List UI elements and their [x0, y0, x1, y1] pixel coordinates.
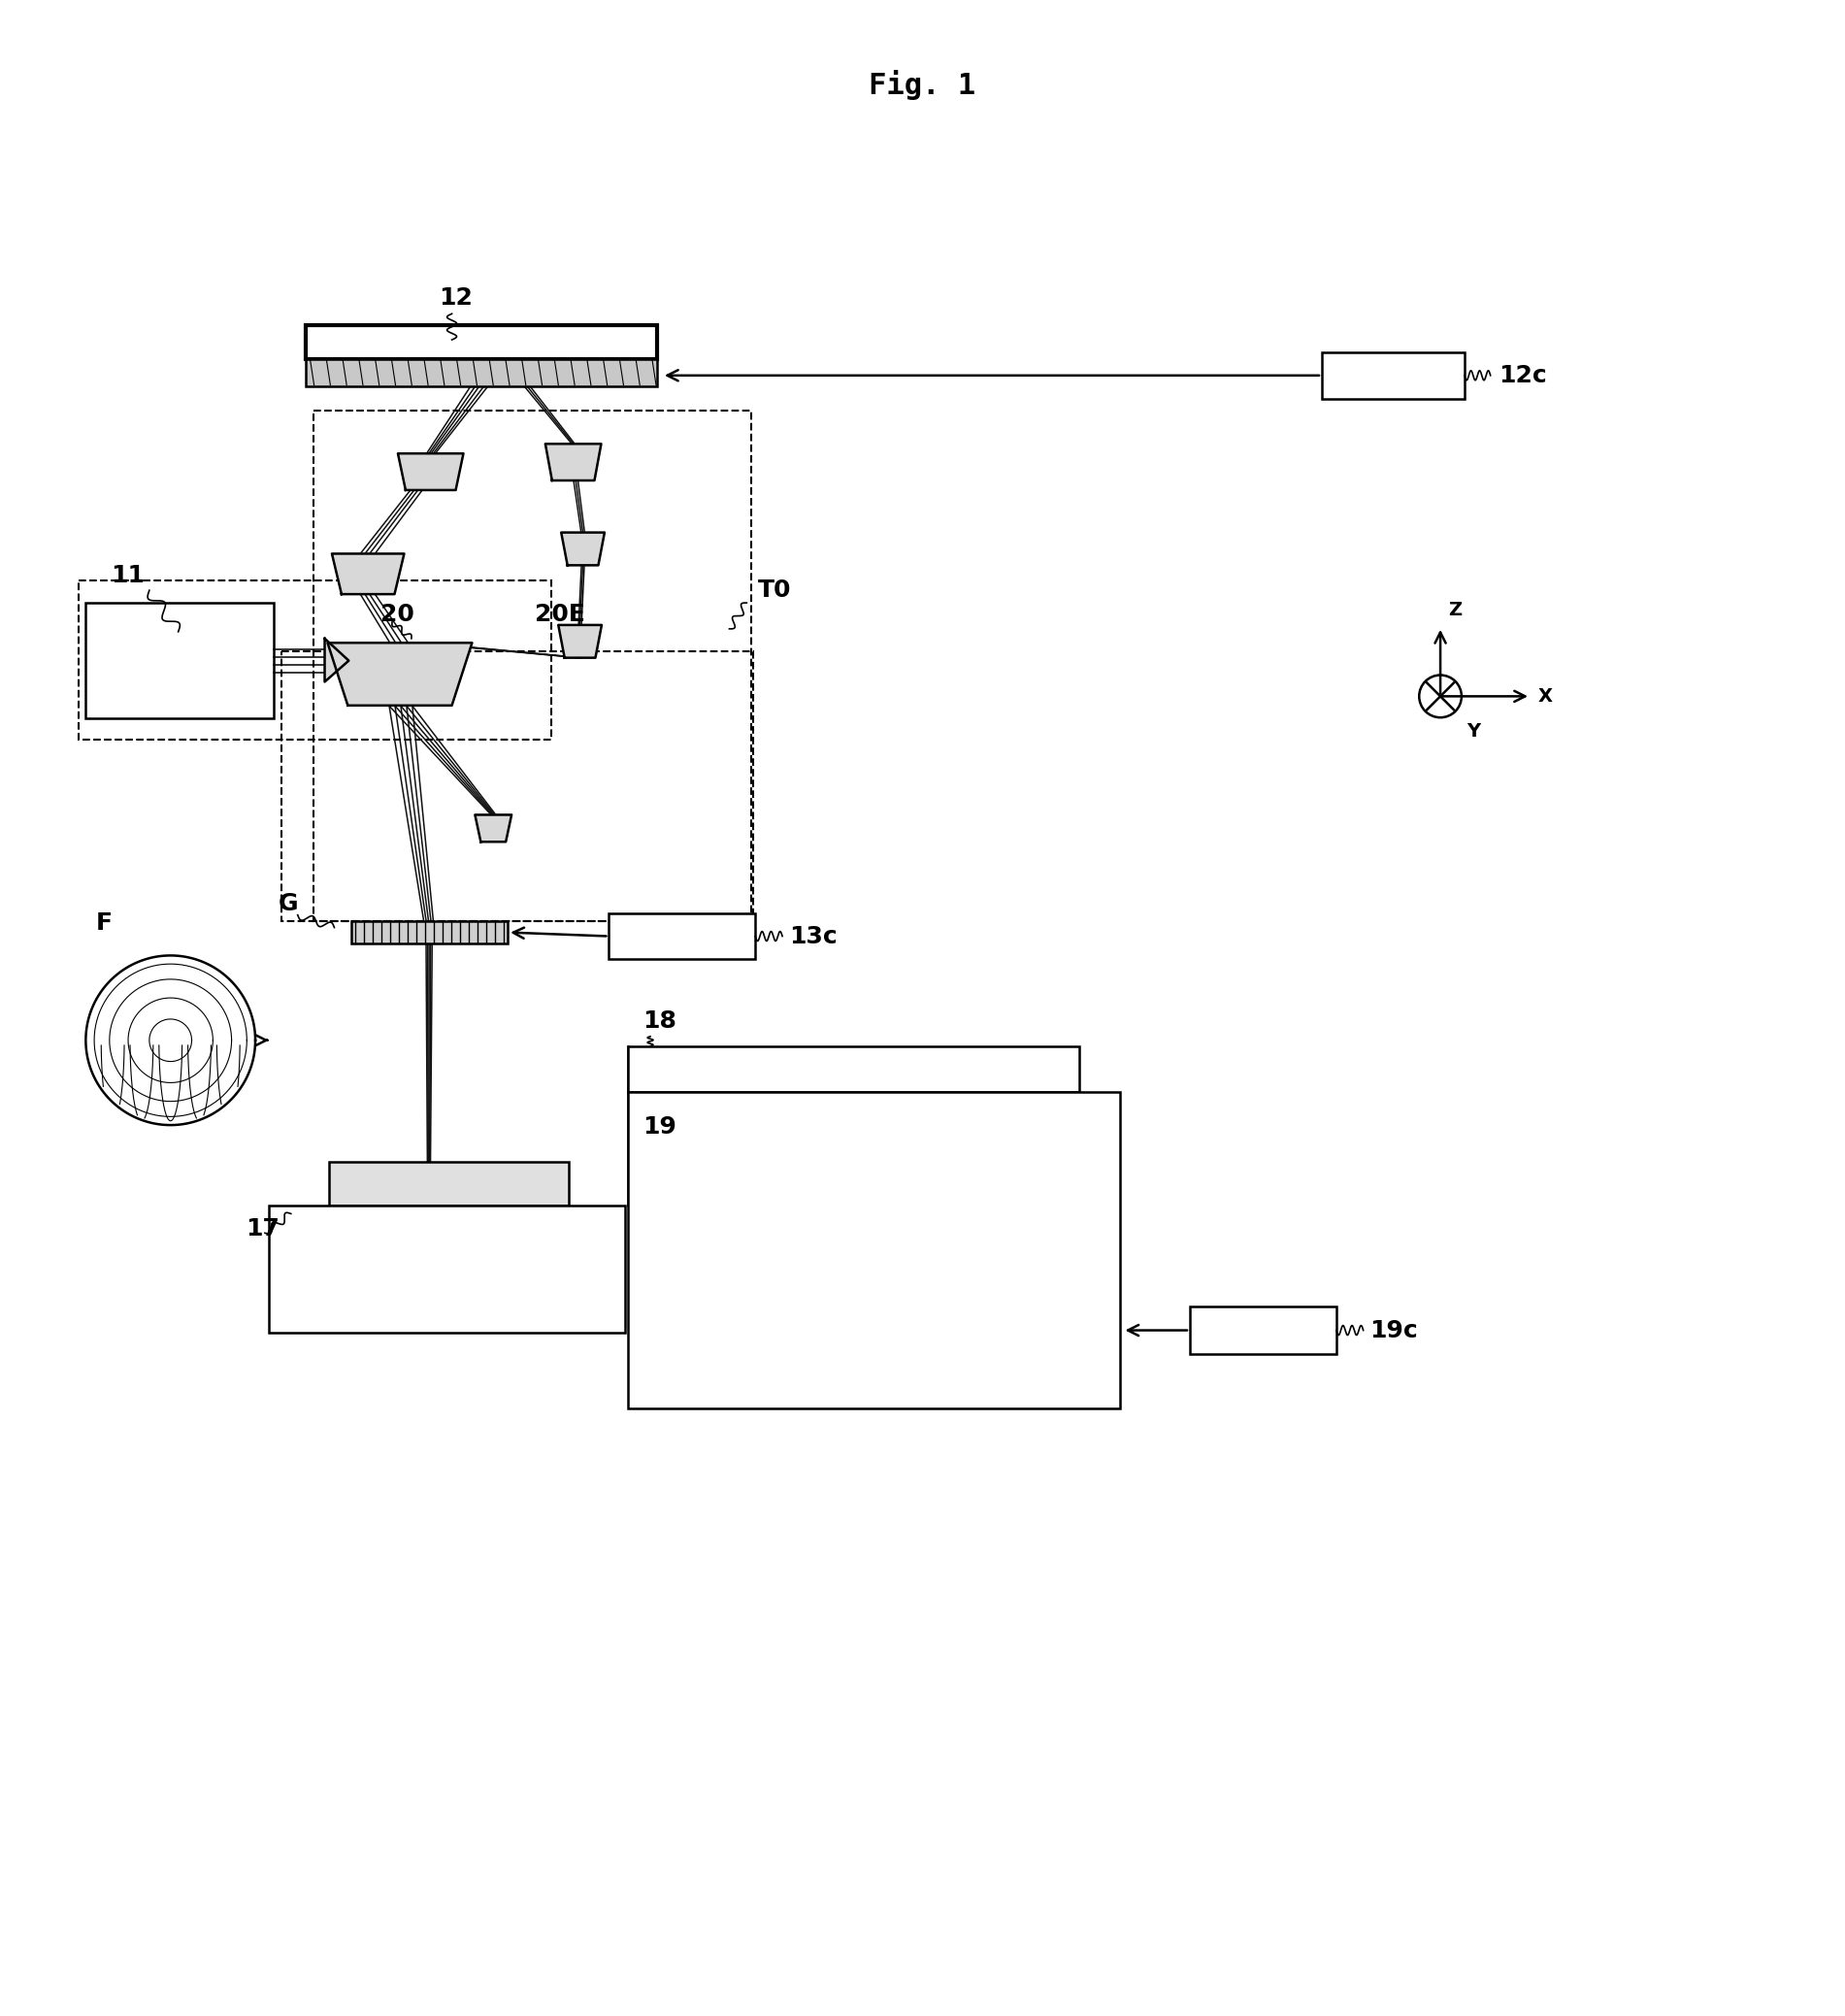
Bar	[1321, 353, 1465, 399]
Polygon shape	[325, 639, 349, 681]
Text: F: F	[96, 911, 113, 933]
Bar	[306, 359, 657, 385]
Polygon shape	[399, 454, 463, 490]
Text: 11: 11	[111, 564, 144, 587]
Polygon shape	[328, 643, 472, 706]
Text: T0: T0	[758, 579, 792, 603]
Polygon shape	[559, 625, 601, 657]
Bar	[627, 1046, 1079, 1093]
Bar	[1190, 1306, 1336, 1355]
Text: 12c: 12c	[1498, 363, 1546, 387]
Text: 12: 12	[439, 286, 472, 310]
Text: 20E: 20E	[535, 603, 585, 627]
Bar	[280, 651, 753, 921]
Bar	[314, 409, 751, 921]
Text: 18: 18	[642, 1010, 677, 1032]
Polygon shape	[474, 814, 511, 843]
Text: 19: 19	[642, 1115, 677, 1139]
Bar	[79, 581, 552, 740]
Bar	[85, 603, 273, 718]
Text: G: G	[279, 891, 299, 915]
Text: Fig. 1: Fig. 1	[869, 69, 976, 99]
Bar	[609, 913, 755, 960]
Bar	[330, 1161, 568, 1206]
Bar	[306, 325, 657, 359]
Text: 13c: 13c	[790, 925, 838, 948]
Bar	[627, 1093, 1120, 1409]
Text: 19c: 19c	[1371, 1318, 1419, 1343]
Text: Y: Y	[1467, 722, 1480, 740]
Text: 17: 17	[245, 1218, 280, 1240]
Text: 20: 20	[380, 603, 415, 627]
Polygon shape	[546, 444, 601, 480]
Polygon shape	[332, 554, 404, 595]
Bar	[269, 1206, 625, 1333]
Polygon shape	[561, 532, 605, 564]
Bar	[352, 921, 507, 943]
Text: X: X	[1539, 687, 1553, 706]
Text: Z: Z	[1448, 601, 1461, 619]
